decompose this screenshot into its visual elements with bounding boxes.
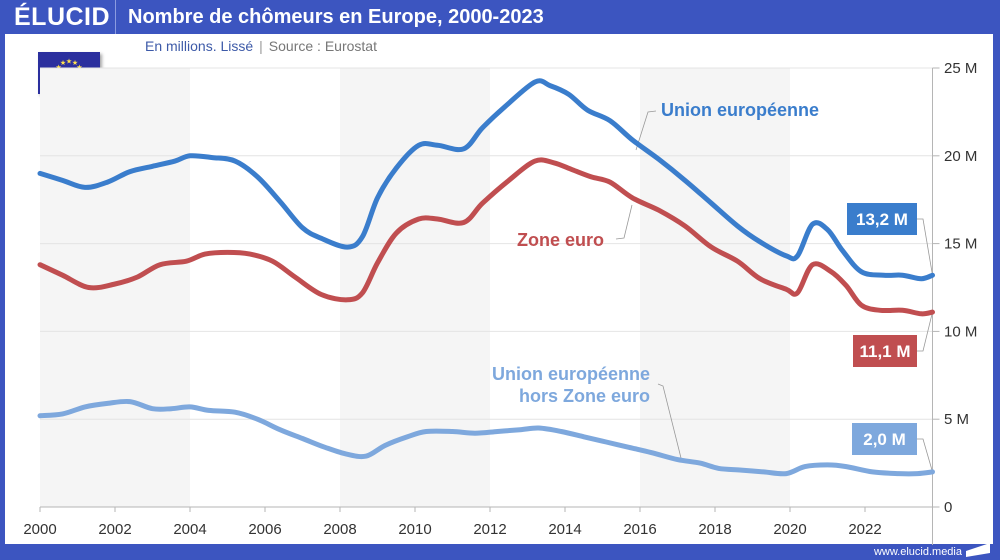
- series-label-non_ez: hors Zone euro: [519, 386, 650, 406]
- subtitle-separator: |: [259, 38, 263, 54]
- x-tick-label: 2022: [848, 521, 881, 538]
- axes: 0 5 M 10 M 15 M 20 M 25 M 2000 2002 2004 2006 2008…: [23, 60, 977, 545]
- series-label-eu: Union européenne: [661, 100, 819, 120]
- source-text: Source : Eurostat: [268, 38, 377, 54]
- x-tick-label: 2018: [698, 521, 731, 538]
- x-tick-label: 2000: [23, 521, 56, 538]
- chart-title: Nombre de chômeurs en Europe, 2000-2023: [128, 6, 544, 28]
- shaded-band: [40, 68, 190, 507]
- x-tick-label: 2010: [398, 521, 431, 538]
- elucid-logo: ÉLUCID: [14, 3, 111, 31]
- elucid-mark-icon: [966, 543, 990, 557]
- y-tick-label: 20 M: [944, 148, 977, 165]
- series-lines: [37, 78, 935, 477]
- end-label-leader: [917, 311, 933, 352]
- series-line-eu: [37, 78, 935, 282]
- end-label-leader: [917, 218, 933, 276]
- shaded-band: [640, 68, 790, 507]
- x-tick-label: 2004: [173, 521, 206, 538]
- end-value-box-ez: [853, 335, 917, 367]
- header-bar: ÉLUCID Nombre de chômeurs en Europe, 200…: [0, 0, 1000, 34]
- leader-line: [615, 204, 633, 240]
- x-tick-label: 2016: [623, 521, 656, 538]
- flag-star: ★: [60, 59, 66, 67]
- series-label-non_ez: Union européenne: [492, 364, 650, 384]
- y-tick-label: 0: [944, 499, 952, 516]
- series-label-ez: Zone euro: [517, 230, 604, 250]
- end-value-label-eu: 13,2 M: [856, 210, 908, 229]
- end-value-label-ez: 11,1 M: [859, 342, 910, 361]
- x-tick-label: 2020: [773, 521, 806, 538]
- x-tick-label: 2012: [473, 521, 506, 538]
- series-labels: Union européenne Zone euro Union européenn…: [492, 100, 917, 455]
- subtitle-text: En millions. Lissé: [145, 38, 254, 54]
- x-tick-label: 2006: [248, 521, 281, 538]
- leader-lines: [615, 110, 933, 472]
- shaded-band: [340, 68, 490, 507]
- header-divider: [115, 0, 116, 34]
- end-value-label-non_ez: 2,0 M: [863, 430, 906, 449]
- end-label-leader: [917, 438, 933, 472]
- x-tick-label: 2008: [323, 521, 356, 538]
- y-tick-label: 10 M: [944, 323, 977, 340]
- y-tick-label: 25 M: [944, 60, 977, 77]
- chart-subtitle: En millions. Lissé | Source : Eurostat: [145, 38, 377, 54]
- flag-star: ★: [66, 58, 72, 66]
- leader-line: [657, 383, 683, 463]
- x-tick-label: 2014: [548, 521, 581, 538]
- y-tick-label: 15 M: [944, 236, 977, 253]
- leader-line: [635, 110, 657, 151]
- series-line-non_ez: [37, 398, 935, 477]
- flag-star: ★: [72, 59, 78, 67]
- y-tick-label: 5 M: [944, 411, 969, 428]
- end-value-box-non_ez: [852, 423, 917, 455]
- shaded-bands: [40, 68, 790, 507]
- footer-url[interactable]: www.elucid.media: [873, 546, 962, 558]
- series-line-ez: [37, 157, 935, 317]
- x-tick-label: 2002: [98, 521, 131, 538]
- end-value-box-eu: [847, 203, 917, 235]
